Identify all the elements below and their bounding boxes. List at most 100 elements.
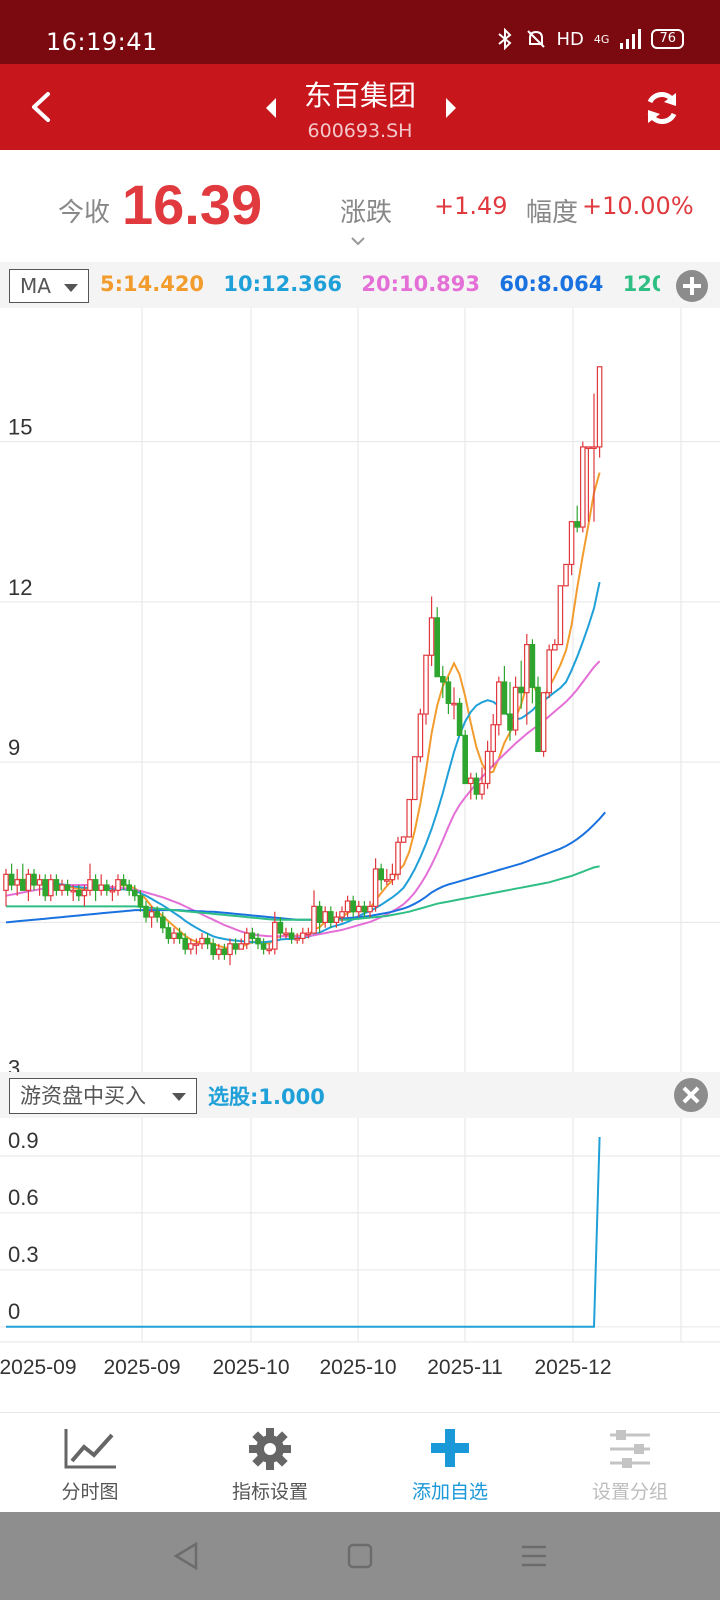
candle — [255, 937, 261, 945]
candle — [126, 884, 133, 891]
candle — [300, 932, 306, 940]
candle — [103, 884, 110, 891]
ma-select-label: MA — [20, 274, 51, 298]
close-icon[interactable] — [674, 1078, 708, 1112]
candle — [143, 905, 149, 918]
candle — [188, 943, 194, 950]
candle — [406, 798, 413, 838]
nav-indicator-settings[interactable]: 指标设置 — [180, 1413, 360, 1512]
candle — [350, 900, 357, 913]
candle — [288, 932, 295, 940]
ma-select-dropdown[interactable]: MA — [9, 269, 89, 303]
y-tick-label: 9 — [8, 735, 20, 760]
candle — [92, 879, 99, 891]
candle — [596, 366, 603, 448]
bottom-toolbar: 分时图 指标设置 添加自选 — [0, 1412, 720, 1512]
signal-label: 4G — [593, 32, 610, 46]
sub-indicator-select[interactable]: 游资盘中买入 — [9, 1078, 197, 1114]
ma-line-ma120 — [6, 865, 600, 921]
candle — [137, 895, 144, 907]
candle — [585, 446, 592, 450]
candle — [70, 889, 77, 893]
candle — [132, 889, 138, 897]
nav-label: 添加自选 — [411, 1481, 488, 1503]
nav-add-watchlist[interactable]: 添加自选 — [360, 1413, 540, 1512]
y-tick-label: 0 — [8, 1299, 20, 1324]
close-label: 今收 — [58, 198, 111, 228]
candle — [176, 932, 183, 940]
candle — [579, 446, 586, 528]
nav-label: 分时图 — [61, 1481, 119, 1503]
mute-bell-icon — [526, 30, 545, 48]
candle — [574, 521, 581, 528]
candle — [557, 585, 564, 646]
chevron-down-icon[interactable] — [350, 236, 366, 246]
candle — [148, 911, 155, 918]
x-tick-label: 2025-10 — [212, 1356, 289, 1379]
battery-icon: 76 — [651, 29, 684, 49]
candle — [339, 911, 345, 918]
x-tick-label: 2025-10 — [319, 1356, 396, 1379]
candle — [120, 879, 127, 886]
candle — [266, 948, 273, 952]
candle — [305, 932, 312, 936]
candle — [529, 643, 536, 688]
refresh-icon[interactable] — [642, 88, 682, 128]
candle — [204, 937, 211, 945]
candle — [81, 889, 88, 897]
candle — [546, 649, 553, 694]
x-tick-label: 2025-09 — [103, 1356, 180, 1379]
candle — [210, 943, 217, 956]
candle — [507, 713, 513, 731]
kline-chart[interactable]: 15 12 9 3 — [0, 308, 720, 1072]
candle — [328, 911, 334, 924]
sub-indicator-chart[interactable]: 0.9 0.6 0.3 0 2025-09 2025-09 2025-10 2025-10 20… — [0, 1118, 720, 1412]
change-label[interactable]: 涨跌 — [340, 198, 393, 228]
candle — [232, 943, 239, 950]
caret-down-icon — [64, 284, 78, 292]
candle — [372, 868, 379, 907]
candle — [473, 777, 480, 795]
menu-icon[interactable] — [518, 1540, 550, 1572]
candle — [42, 879, 49, 897]
candle — [160, 916, 166, 929]
candle — [445, 681, 452, 704]
x-tick-label: 2025-12 — [534, 1356, 611, 1379]
status-bar: 16:19:41 HD 4G 76 — [0, 0, 720, 64]
candle — [244, 932, 250, 945]
quote-summary: 今收 16.39 涨跌 +1.49 幅度 +10.00% — [0, 150, 720, 262]
candle — [451, 702, 457, 706]
candle — [283, 932, 289, 936]
nav-intraday[interactable]: 分时图 — [0, 1413, 180, 1512]
add-indicator-icon[interactable] — [676, 270, 708, 302]
candle — [468, 777, 474, 785]
candle — [535, 686, 541, 753]
back-icon[interactable] — [18, 84, 64, 130]
candle — [75, 889, 82, 897]
candle — [479, 782, 485, 795]
gear-icon — [249, 1428, 291, 1470]
candle — [423, 654, 429, 715]
y-tick-label: 12 — [8, 575, 32, 600]
candle — [193, 943, 200, 946]
back-triangle-icon[interactable] — [170, 1540, 202, 1572]
candle — [378, 868, 385, 881]
candle — [20, 879, 26, 891]
plus-icon — [431, 1429, 469, 1467]
candle — [154, 911, 161, 918]
candle — [412, 756, 418, 801]
candle — [490, 724, 497, 753]
candle — [109, 889, 116, 893]
next-stock-icon[interactable] — [440, 96, 460, 120]
prev-stock-icon[interactable] — [262, 96, 282, 120]
candle — [3, 873, 9, 891]
ma-values: 5:14.420 10:12.366 20:10.893 60:8.064 12… — [100, 272, 660, 296]
nav-set-group[interactable]: 设置分组 — [540, 1413, 720, 1512]
candle — [395, 841, 401, 875]
home-square-icon[interactable] — [344, 1540, 376, 1572]
candle — [36, 879, 43, 886]
sliders-icon — [610, 1430, 650, 1468]
ma-value: 10:12.366 — [223, 272, 343, 296]
nav-label: 指标设置 — [231, 1481, 308, 1503]
candle — [182, 937, 189, 950]
